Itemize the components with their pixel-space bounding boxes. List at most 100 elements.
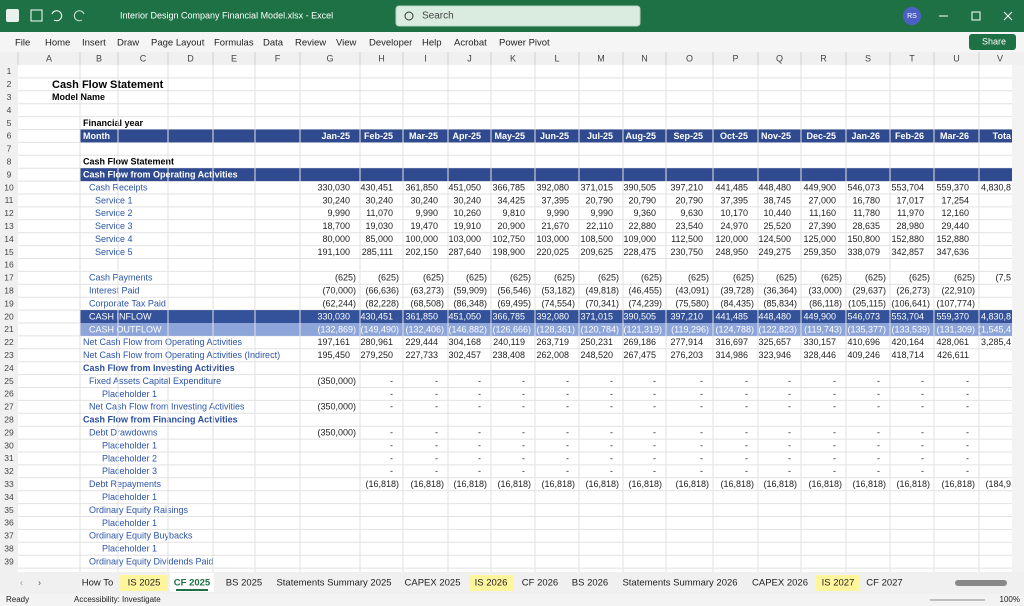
share-label[interactable]: Share bbox=[982, 36, 1006, 46]
ribbon-tab[interactable]: Home bbox=[45, 38, 70, 49]
row-header[interactable]: 33 bbox=[4, 479, 14, 489]
column-header[interactable]: P bbox=[732, 53, 738, 63]
ribbon-tab[interactable]: Developer bbox=[369, 38, 412, 49]
sheet-tab[interactable]: IS 2027 bbox=[822, 578, 855, 589]
row-header[interactable]: 3 bbox=[7, 92, 12, 102]
row-header[interactable]: 38 bbox=[4, 544, 14, 554]
vertical-scrollbar[interactable] bbox=[1012, 65, 1024, 572]
column-header[interactable]: K bbox=[510, 53, 516, 63]
column-header[interactable]: E bbox=[231, 53, 237, 63]
row-header[interactable]: 15 bbox=[4, 247, 14, 257]
sheet-tab[interactable]: CF 2025 bbox=[174, 578, 211, 589]
column-header[interactable]: A bbox=[46, 53, 52, 63]
row-header[interactable]: 27 bbox=[4, 402, 14, 412]
tab-scroll-left[interactable]: ‹ bbox=[20, 577, 23, 587]
column-header[interactable]: O bbox=[686, 53, 693, 63]
row-header[interactable]: 20 bbox=[4, 311, 14, 321]
row-header[interactable]: 39 bbox=[4, 556, 14, 566]
row-header[interactable]: 22 bbox=[4, 337, 14, 347]
column-header[interactable]: G bbox=[326, 53, 333, 63]
ribbon-tab[interactable]: Draw bbox=[117, 38, 139, 49]
row-header[interactable]: 29 bbox=[4, 427, 14, 437]
sheet-tab[interactable]: How To bbox=[82, 578, 114, 589]
column-header[interactable]: I bbox=[424, 53, 427, 63]
sheet-tab[interactable]: CAPEX 2026 bbox=[752, 578, 808, 589]
row-header[interactable]: 14 bbox=[4, 234, 14, 244]
column-header[interactable]: J bbox=[467, 53, 472, 63]
row-header[interactable]: 30 bbox=[4, 440, 14, 450]
row-header[interactable]: 21 bbox=[4, 324, 14, 334]
row-header[interactable]: 23 bbox=[4, 350, 14, 360]
sheet-tab[interactable]: BS 2025 bbox=[226, 578, 262, 589]
ribbon-tab[interactable]: Review bbox=[295, 38, 326, 49]
ribbon-tab[interactable]: Insert bbox=[82, 38, 106, 49]
row-header[interactable]: 13 bbox=[4, 221, 14, 231]
share-button[interactable] bbox=[969, 34, 1016, 50]
sheet-tab[interactable]: BS 2026 bbox=[572, 578, 608, 589]
row-header[interactable]: 12 bbox=[4, 208, 14, 218]
sheet-tab[interactable]: IS 2026 bbox=[475, 578, 508, 589]
tab-scroll-right[interactable]: › bbox=[38, 577, 41, 587]
ribbon-tab[interactable]: Power Pivot bbox=[499, 38, 550, 49]
sheet-tab[interactable]: CF 2027 bbox=[866, 578, 902, 589]
column-header[interactable]: T bbox=[909, 53, 915, 63]
row-header[interactable]: 36 bbox=[4, 518, 14, 528]
column-header[interactable]: C bbox=[140, 53, 147, 63]
row-header[interactable]: 9 bbox=[7, 169, 12, 179]
row-header[interactable]: 28 bbox=[4, 415, 14, 425]
row-header[interactable]: 25 bbox=[4, 376, 14, 386]
row-header[interactable]: 26 bbox=[4, 389, 14, 399]
row-header[interactable]: 34 bbox=[4, 492, 14, 502]
column-header[interactable]: F bbox=[275, 53, 281, 63]
user-avatar[interactable] bbox=[903, 7, 921, 25]
column-header[interactable]: U bbox=[953, 53, 960, 63]
column-header[interactable]: M bbox=[597, 53, 605, 63]
column-header[interactable]: Q bbox=[776, 53, 783, 63]
close-button[interactable] bbox=[1003, 11, 1013, 21]
ribbon-tab[interactable]: View bbox=[336, 38, 357, 49]
column-header[interactable]: H bbox=[378, 53, 385, 63]
sheet-tab[interactable]: IS 2025 bbox=[128, 578, 161, 589]
ribbon-tab[interactable]: Help bbox=[422, 38, 442, 49]
row-header[interactable]: 24 bbox=[4, 363, 14, 373]
column-header[interactable]: S bbox=[865, 53, 871, 63]
column-header[interactable]: L bbox=[554, 53, 559, 63]
row-header[interactable]: 32 bbox=[4, 466, 14, 476]
row-header[interactable]: 4 bbox=[7, 105, 12, 115]
row-header[interactable]: 35 bbox=[4, 505, 14, 515]
ribbon-tab[interactable]: Data bbox=[263, 38, 284, 49]
row-header[interactable]: 6 bbox=[7, 131, 12, 141]
column-header[interactable]: D bbox=[187, 53, 194, 63]
ribbon-tab[interactable]: File bbox=[15, 38, 30, 49]
sheet-tab[interactable]: CF 2026 bbox=[522, 578, 558, 589]
row-header[interactable]: 5 bbox=[7, 118, 12, 128]
row-header[interactable]: 1 bbox=[7, 66, 12, 76]
row-header[interactable]: 11 bbox=[5, 195, 14, 205]
row-header[interactable]: 8 bbox=[7, 157, 12, 167]
column-header[interactable]: R bbox=[820, 53, 827, 63]
ribbon-tab[interactable]: Page Layout bbox=[151, 38, 205, 49]
search-box[interactable] bbox=[395, 5, 641, 27]
column-header[interactable]: N bbox=[641, 53, 648, 63]
user-initials[interactable]: RS bbox=[907, 13, 917, 20]
save-icon[interactable] bbox=[30, 9, 43, 22]
ribbon-tab[interactable]: Formulas bbox=[214, 38, 254, 49]
column-header[interactable]: V bbox=[997, 53, 1003, 63]
row-header[interactable]: 37 bbox=[4, 531, 14, 541]
zoom-level[interactable]: 100% bbox=[1000, 595, 1020, 604]
sheet-tab[interactable]: CAPEX 2025 bbox=[405, 578, 461, 589]
sheet-tab[interactable]: Statements Summary 2025 bbox=[276, 578, 391, 589]
redo-icon[interactable] bbox=[73, 10, 85, 22]
row-header[interactable]: 7 bbox=[7, 144, 12, 154]
row-header[interactable]: 10 bbox=[4, 182, 14, 192]
restore-button[interactable] bbox=[971, 11, 981, 21]
row-header[interactable]: 19 bbox=[4, 298, 14, 308]
row-header[interactable]: 2 bbox=[7, 79, 12, 89]
row-header[interactable]: 17 bbox=[4, 273, 14, 283]
undo-icon[interactable] bbox=[51, 10, 63, 22]
row-header[interactable]: 31 bbox=[4, 453, 14, 463]
row-header[interactable]: 18 bbox=[4, 286, 14, 296]
ribbon-tab[interactable]: Acrobat bbox=[454, 38, 487, 49]
sheet-tab[interactable]: Statements Summary 2026 bbox=[622, 578, 737, 589]
horizontal-scrollbar[interactable] bbox=[955, 580, 1007, 586]
